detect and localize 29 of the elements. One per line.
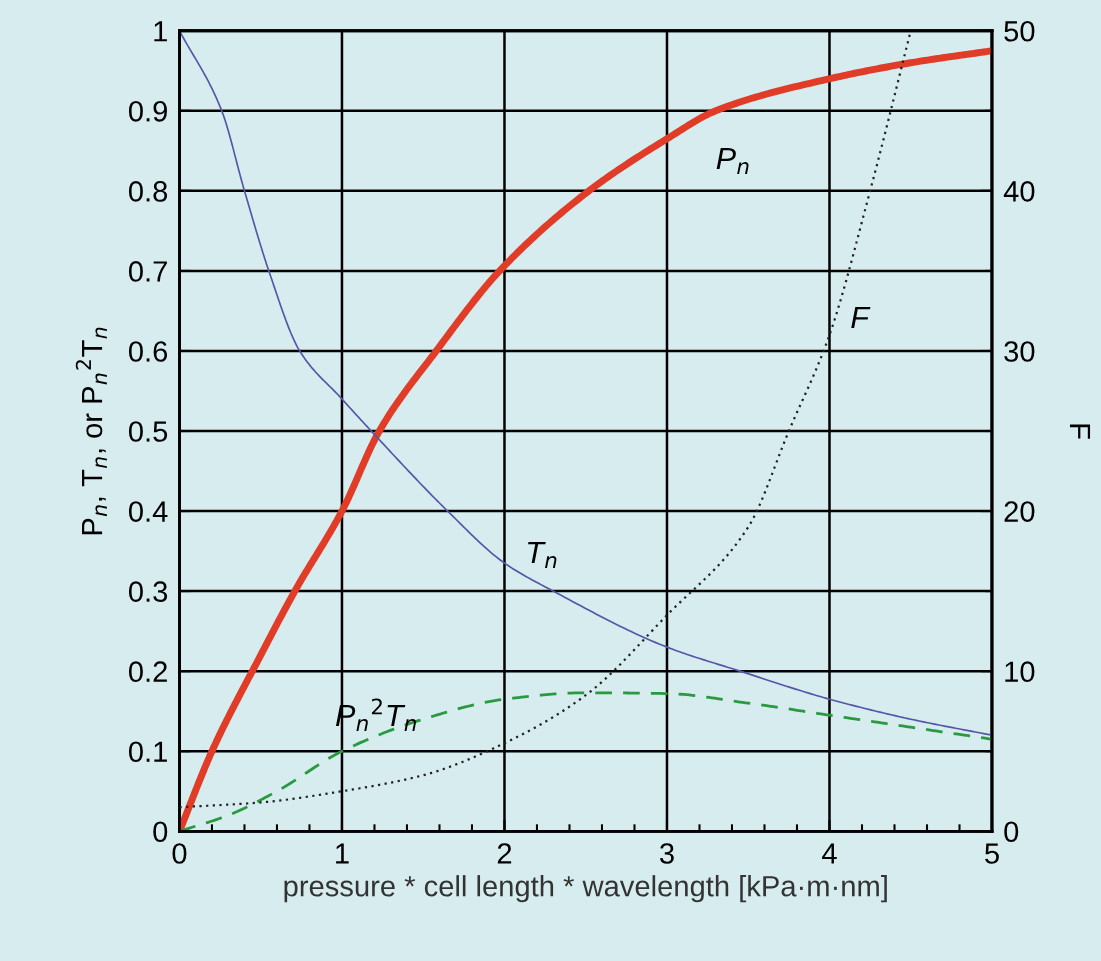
x-tick-label: 3 (659, 843, 674, 864)
x-tick-label: 1 (336, 843, 349, 864)
y2-axis-title: F (1069, 424, 1091, 439)
series-label: P$_{n}$ (716, 148, 749, 175)
y-tick-label: 0.1 (128, 741, 167, 763)
x-tick-label: 0 (172, 843, 187, 864)
y-tick-label: 0.5 (128, 421, 168, 442)
x-axis-title: pressure * cell length * wavelength [kPa·m·nm] (284, 875, 887, 903)
x-tick-label: 2 (497, 843, 512, 864)
y-tick-label: 0.3 (128, 581, 168, 602)
y-tick-label: 0.9 (128, 101, 167, 122)
y-tick-label: 0.8 (128, 181, 168, 202)
y2-tick-label: 20 (1004, 501, 1035, 522)
y2-tick-label: 0 (1004, 821, 1019, 843)
x-tick-label: 5 (985, 843, 999, 864)
y-tick-label: 0.6 (128, 341, 168, 362)
y2-tick-label: 10 (1005, 661, 1035, 683)
x-tick-label: 4 (822, 843, 837, 864)
y-tick-label: 0 (153, 821, 168, 843)
y2-tick-label: 40 (1003, 181, 1035, 202)
y-tick-label: 0.7 (128, 261, 167, 282)
series-label: F (851, 306, 871, 328)
series-label: T$_{n}$ (528, 542, 557, 569)
y-tick-label: 1 (154, 21, 167, 42)
y2-tick-label: 30 (1004, 341, 1035, 362)
y-tick-label: 0.2 (128, 661, 167, 683)
text: P$_{n}$, T$_{n}$, or P$_{n}$$^{2}$T$_{n}$ (75, 327, 107, 535)
y2-tick-label: 50 (1004, 20, 1035, 42)
y-tick-label: 0.4 (128, 501, 168, 522)
